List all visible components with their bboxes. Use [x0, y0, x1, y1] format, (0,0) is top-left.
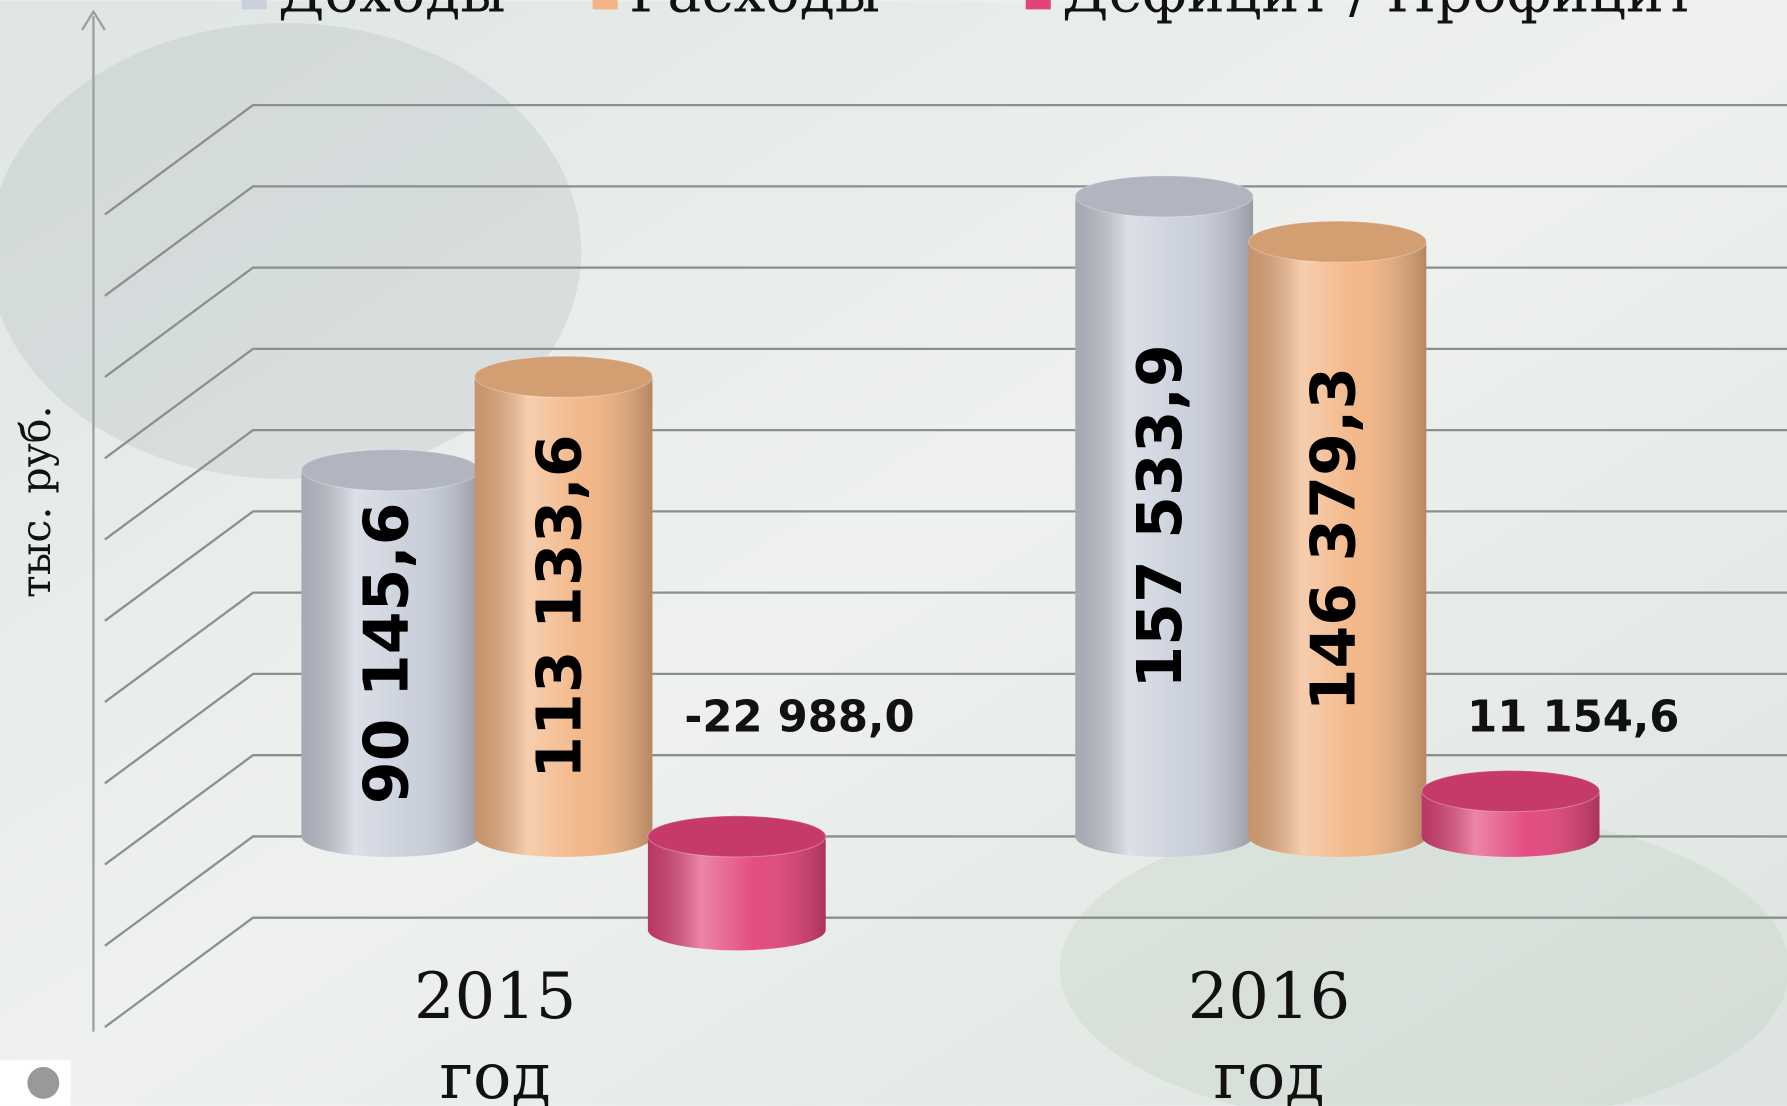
grid-line — [104, 916, 1787, 1029]
legend-label: Дефицит / Профицит — [1062, 0, 1695, 26]
bar-top-shade — [647, 815, 826, 857]
data-label: 146 379,3 — [1297, 367, 1369, 712]
data-label: 11 154,6 — [1467, 693, 1679, 743]
bar-top-shade — [1248, 221, 1427, 263]
legend-swatch — [592, 0, 618, 10]
axis-arrow — [81, 9, 106, 31]
legend-swatch — [1025, 0, 1051, 10]
bar-top-shade — [1421, 770, 1600, 812]
bar-top-shade — [474, 356, 653, 398]
legend-swatch — [241, 0, 267, 10]
y-axis-label: тыс. руб. — [12, 405, 60, 598]
bar-shade — [1075, 175, 1254, 857]
data-label: 157 533,9 — [1124, 344, 1196, 689]
bar-shade — [1248, 221, 1427, 857]
data-label: 90 145,6 — [350, 502, 422, 804]
background-decor — [0, 23, 1787, 1106]
bar-top-shade — [1075, 175, 1254, 217]
bar-top — [1074, 175, 1254, 218]
legend-label: Доходы — [278, 0, 505, 26]
grid-line — [104, 185, 1787, 297]
bar-top — [474, 355, 654, 398]
x-tick-label: 2015 год — [413, 959, 577, 1106]
bar-top — [1247, 220, 1427, 263]
bar-top — [1421, 770, 1601, 813]
bar-top-shade — [301, 449, 480, 491]
bar-shade — [301, 449, 480, 857]
grid-line — [104, 103, 1787, 216]
legend-label: Расходы — [629, 0, 880, 26]
bar-top — [647, 815, 827, 858]
x-tick-label-box: 2016 год — [1187, 959, 1351, 1106]
bar-shade — [474, 356, 653, 857]
corner-icon-dot — [27, 1066, 60, 1099]
x-tick-label-box: 2015 год — [413, 959, 577, 1106]
data-label: -22 988,0 — [684, 693, 914, 743]
x-tick-label: 2016 год — [1187, 959, 1351, 1106]
data-label: 113 133,6 — [524, 434, 596, 778]
